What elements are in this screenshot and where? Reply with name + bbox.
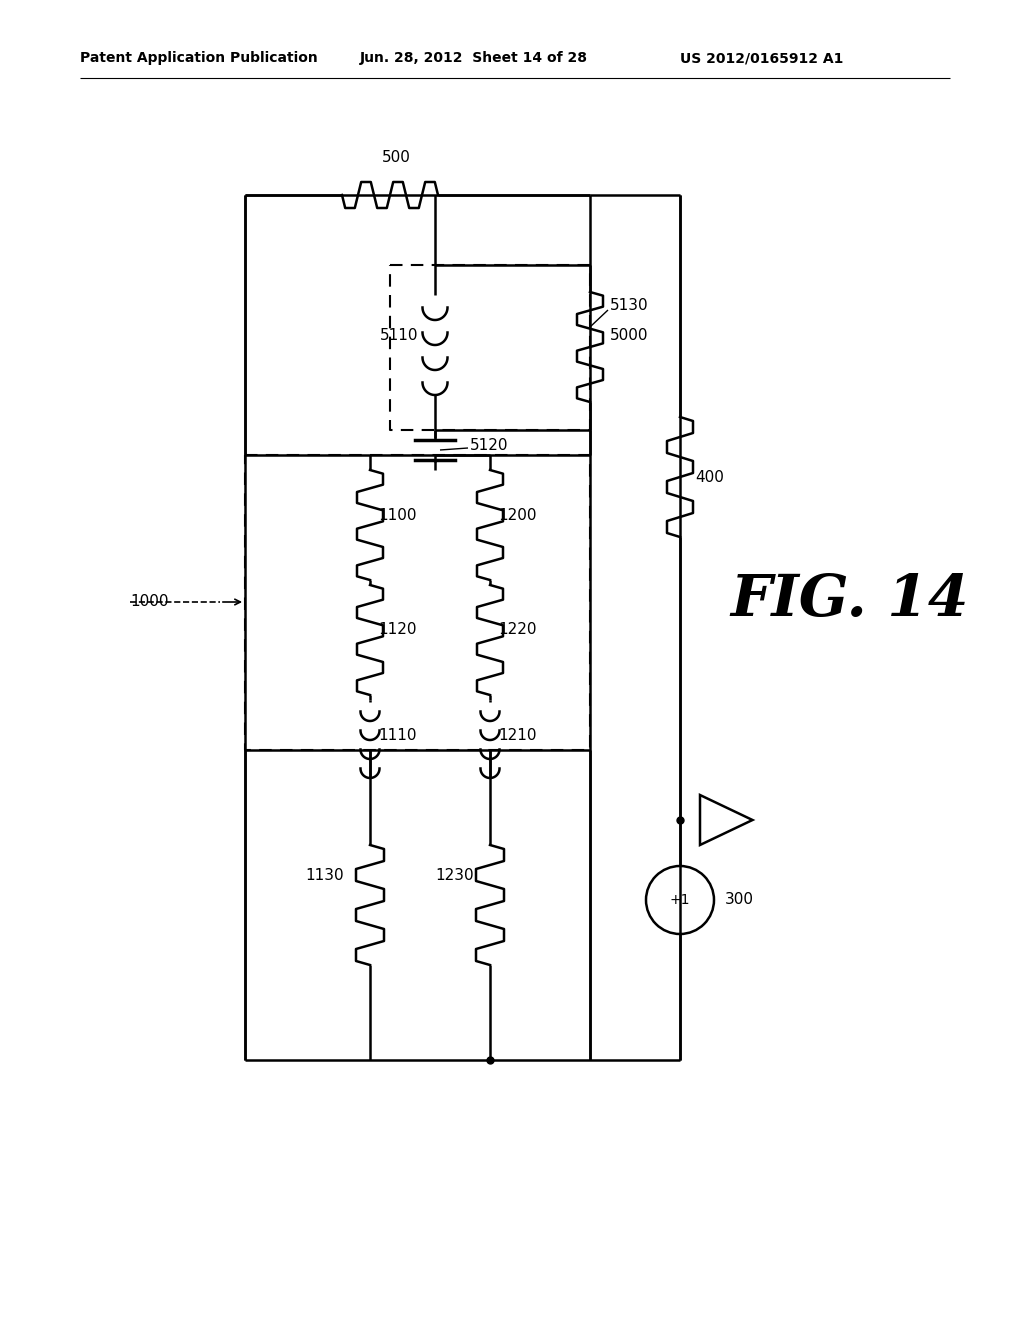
Text: 1210: 1210 (498, 727, 537, 742)
Text: Patent Application Publication: Patent Application Publication (80, 51, 317, 65)
Text: 1200: 1200 (498, 507, 537, 523)
Text: 1230: 1230 (435, 867, 474, 883)
Text: Jun. 28, 2012  Sheet 14 of 28: Jun. 28, 2012 Sheet 14 of 28 (360, 51, 588, 65)
Text: 5000: 5000 (610, 327, 648, 342)
Text: 1100: 1100 (378, 507, 417, 523)
Text: +1: +1 (670, 894, 690, 907)
Text: 5120: 5120 (470, 437, 509, 453)
Text: 5110: 5110 (380, 327, 419, 342)
Text: 300: 300 (725, 892, 754, 908)
Text: 1000: 1000 (130, 594, 169, 610)
Text: 1220: 1220 (498, 623, 537, 638)
Text: 1130: 1130 (305, 867, 344, 883)
Text: 400: 400 (695, 470, 724, 484)
Text: 1110: 1110 (378, 727, 417, 742)
Text: FIG. 14: FIG. 14 (730, 572, 969, 628)
Text: 500: 500 (382, 149, 411, 165)
Text: US 2012/0165912 A1: US 2012/0165912 A1 (680, 51, 844, 65)
Text: 1120: 1120 (378, 623, 417, 638)
Text: 5130: 5130 (610, 297, 648, 313)
